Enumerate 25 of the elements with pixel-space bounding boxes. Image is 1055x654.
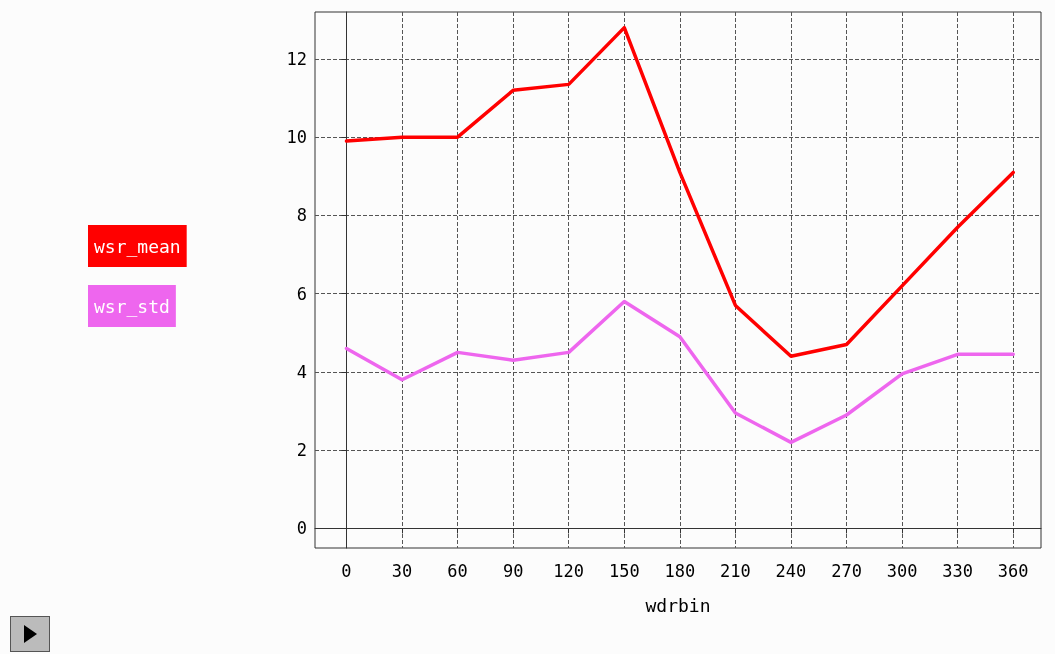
x-tick-label: 30 xyxy=(391,560,413,581)
x-axis-title: wdrbin xyxy=(645,594,711,616)
x-tick-label: 180 xyxy=(664,560,696,581)
y-tick-label: 8 xyxy=(296,205,307,226)
x-tick-label: 120 xyxy=(553,560,585,581)
x-tick-label: 0 xyxy=(341,560,352,581)
x-tick-label: 90 xyxy=(502,560,524,581)
y-tick-label: 4 xyxy=(296,361,307,382)
x-tick-label: 360 xyxy=(997,560,1029,581)
y-tick-label: 12 xyxy=(286,48,307,69)
y-tick-label: 2 xyxy=(296,440,307,461)
y-tick-label: 0 xyxy=(296,518,307,539)
x-tick-label: 240 xyxy=(775,560,807,581)
line-series xyxy=(344,25,1015,359)
x-tick-label: 150 xyxy=(608,560,640,581)
x-tick-label: 330 xyxy=(942,560,974,581)
x-tick-label: 210 xyxy=(720,560,751,581)
x-tick-label: 270 xyxy=(831,560,862,581)
text: wsr_mean xyxy=(94,235,181,257)
y-tick-label: 10 xyxy=(286,127,307,148)
y-tick-label: 6 xyxy=(296,283,307,304)
line-series xyxy=(344,299,1015,445)
text: wsr_std xyxy=(94,295,170,317)
x-tick-label: 300 xyxy=(886,560,918,581)
x-tick-label: 60 xyxy=(447,560,468,581)
